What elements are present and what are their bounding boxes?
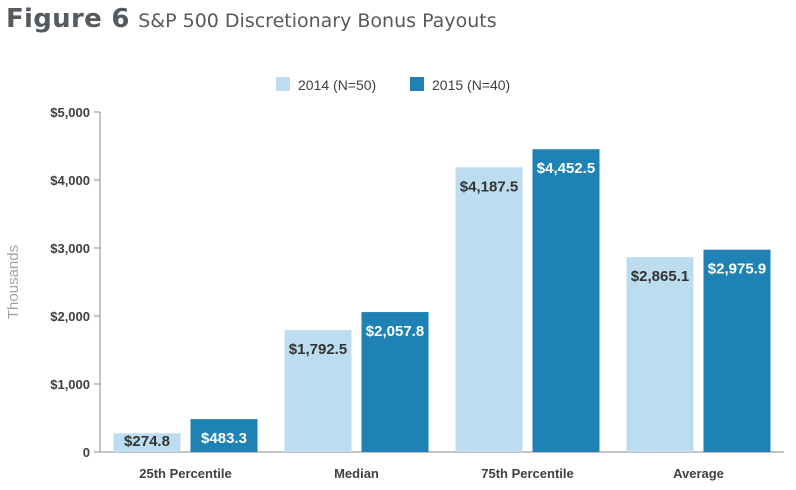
chart-title: S&P 500 Discretionary Bonus Payouts [138,10,497,32]
bar [284,330,352,452]
bar [190,419,258,452]
bar [626,257,694,452]
y-axis-label: Thousands [5,245,22,319]
data-label: $483.3 [201,430,247,447]
x-tick-label: 25th Percentile [139,466,232,481]
x-tick-label: Median [334,466,379,481]
data-label: $4,187.5 [460,178,518,195]
bar [532,149,600,453]
x-tick-label: Average [673,466,724,481]
legend-swatch [410,77,424,91]
bar [361,312,429,452]
data-label: $2,057.8 [366,323,424,340]
legend-label: 2015 (N=40) [432,77,510,93]
legend-swatch [276,77,290,91]
bar [113,433,181,452]
y-tick-label: $2,000 [50,309,90,324]
y-tick-label: $5,000 [50,105,90,120]
data-label: $1,792.5 [289,341,347,358]
bar [455,167,523,452]
figure-title: Figure 6 S&P 500 Discretionary Bonus Pay… [6,4,497,34]
y-tick-label: $3,000 [50,241,90,256]
y-tick-label: $4,000 [50,173,90,188]
figure-number: Figure 6 [6,4,130,34]
x-tick-label: 75th Percentile [481,466,574,481]
data-label: $4,452.5 [537,160,595,177]
data-label: $274.8 [124,433,170,450]
data-label: $2,865.1 [631,268,689,285]
bar [703,249,771,452]
data-label: $2,975.9 [708,261,766,278]
y-tick-label: 0 [83,445,90,460]
y-tick-label: $1,000 [50,377,90,392]
legend-label: 2014 (N=50) [298,77,376,93]
